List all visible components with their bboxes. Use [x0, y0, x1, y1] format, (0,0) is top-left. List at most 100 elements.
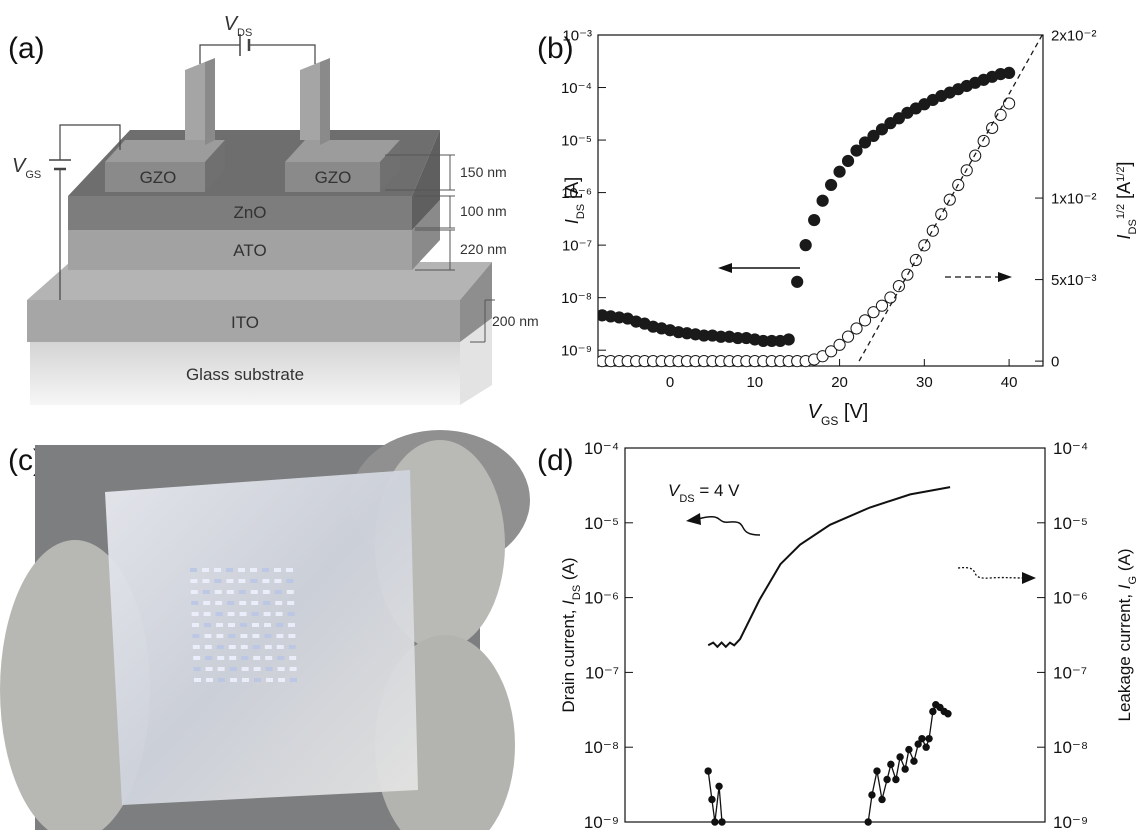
data-point	[893, 776, 899, 782]
data-point	[783, 334, 794, 345]
shape	[105, 470, 418, 805]
device-cell	[264, 634, 271, 638]
data-point	[1003, 67, 1014, 78]
shape	[205, 58, 215, 145]
device-cell	[265, 656, 272, 660]
device-cell	[192, 634, 199, 638]
device-cell	[276, 634, 283, 638]
device-cell	[215, 590, 222, 594]
y-tick-label: 10⁻⁹	[584, 813, 619, 830]
device-cell	[204, 623, 211, 627]
device-cell	[214, 579, 221, 583]
y-tick-label: 10⁻⁶	[584, 589, 619, 608]
page: (a) (b) (c) (d) VDS VGS GZO	[0, 0, 1146, 830]
y-tick-label: 10⁻⁵	[561, 132, 592, 149]
device-cell	[275, 590, 282, 594]
data-point	[851, 145, 862, 156]
data-point	[869, 792, 875, 798]
device-cell	[276, 623, 283, 627]
device-cell	[206, 667, 213, 671]
device-cell	[202, 579, 209, 583]
vgs-sub: GS	[25, 169, 41, 181]
vds-sub: DS	[237, 27, 252, 39]
y2-tick-label: 10⁻⁵	[1053, 514, 1088, 533]
device-cell	[278, 667, 285, 671]
device-cell	[252, 634, 259, 638]
y2-tick-label: 10⁻⁴	[1053, 439, 1088, 458]
x-tick-label: 0	[666, 374, 674, 391]
layer-label: ATO	[233, 241, 266, 260]
x-tick-label: 40	[1001, 374, 1018, 391]
x-tick-label: 10	[746, 374, 763, 391]
device-cell	[288, 612, 295, 616]
label-part: G	[1127, 576, 1139, 585]
shape	[200, 45, 240, 64]
device-cell	[274, 579, 281, 583]
device-cell	[276, 612, 283, 616]
label-part: ]	[1114, 162, 1134, 167]
device-cell	[240, 623, 247, 627]
device-cell	[252, 623, 259, 627]
data-point	[719, 819, 725, 825]
device-cell	[266, 678, 273, 682]
device-cell	[192, 612, 199, 616]
axis-label: VGS [V]	[808, 401, 869, 428]
device-cell	[274, 568, 281, 572]
series-line	[708, 487, 950, 647]
device-cell	[190, 579, 197, 583]
device-cell	[262, 568, 269, 572]
device-cell	[288, 623, 295, 627]
y2-tick-label: 10⁻⁶	[1053, 589, 1088, 608]
data-point	[834, 339, 845, 350]
layer-label: GZO	[315, 168, 352, 187]
data-point	[834, 166, 845, 177]
device-cell	[264, 623, 271, 627]
device-cell	[254, 667, 261, 671]
label-part: (A)	[1115, 549, 1134, 576]
device-cell	[241, 645, 248, 649]
axis-label: Drain current, IDS (A)	[559, 557, 583, 712]
y-tick-label: 10⁻⁷	[562, 237, 592, 254]
data-point	[716, 783, 722, 789]
label-part: [A	[1114, 182, 1134, 204]
data-point	[897, 754, 903, 760]
device-cell	[191, 601, 198, 605]
device-cell	[204, 634, 211, 638]
device-cell	[239, 601, 246, 605]
data-point	[919, 240, 930, 251]
data-point	[930, 708, 936, 714]
label-part: GS	[821, 414, 838, 428]
y-tick-label: 10⁻⁹	[561, 342, 592, 359]
device-cell	[218, 678, 225, 682]
plots: 01020304010⁻⁹10⁻⁸10⁻⁷10⁻⁶10⁻⁵10⁻⁴10⁻³05x…	[559, 27, 1139, 830]
device-cell	[240, 612, 247, 616]
shape	[285, 140, 400, 162]
data-point	[945, 711, 951, 717]
axis-label: IDS1/2 [A1/2]	[1114, 162, 1139, 240]
data-point	[910, 254, 921, 265]
y2-tick-label: 0	[1051, 353, 1059, 370]
device-cell	[241, 656, 248, 660]
plot-area	[705, 487, 951, 825]
layer-label: ZnO	[233, 203, 266, 222]
label-part: Drain current,	[559, 605, 578, 713]
device-cell	[205, 645, 212, 649]
data-point	[927, 225, 938, 236]
shape	[250, 45, 315, 64]
device-cell	[190, 568, 197, 572]
device-cell	[252, 612, 259, 616]
device-cell	[251, 601, 258, 605]
device-cell	[277, 645, 284, 649]
shape	[300, 62, 320, 140]
device-cell	[242, 678, 249, 682]
label-part: [A]	[562, 177, 582, 204]
device-cell	[226, 579, 233, 583]
data-point	[876, 300, 887, 311]
device-cell	[242, 667, 249, 671]
label-part: DS	[1127, 219, 1139, 234]
vgs-label: VGS	[12, 155, 41, 181]
device-cell	[214, 568, 221, 572]
device-cell	[289, 645, 296, 649]
device-cell	[250, 568, 257, 572]
data-point	[884, 776, 890, 782]
